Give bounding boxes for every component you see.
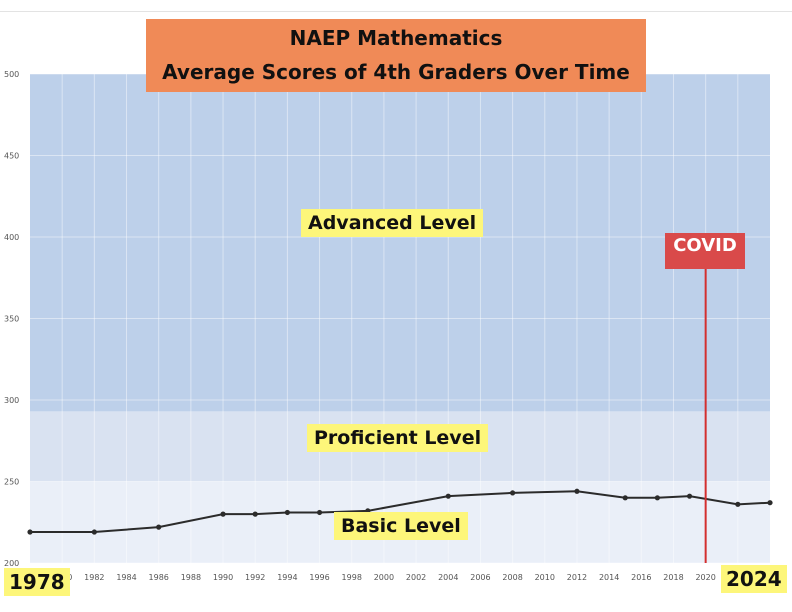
score-line (30, 490, 771, 534)
x-tick-label: 1982 (84, 573, 104, 582)
data-point (91, 529, 97, 535)
x-tick-label: 2006 (470, 573, 490, 582)
band-label-advanced: Advanced Level (301, 209, 484, 237)
covid-annotation-label: COVID (665, 233, 745, 269)
band-label-proficient: Proficient Level (307, 424, 489, 452)
data-point (622, 495, 628, 501)
data-point (654, 495, 660, 501)
x-tick-label: 2014 (599, 573, 619, 582)
x-tick-label: 2000 (374, 573, 394, 582)
x-tick-label: 2010 (535, 573, 555, 582)
data-point (316, 509, 323, 516)
data-point (220, 511, 226, 517)
y-tick-label: 400 (4, 233, 19, 242)
y-tick-label: 450 (4, 152, 19, 161)
y-tick-label: 350 (4, 315, 19, 324)
x-tick-label: 1994 (277, 573, 297, 582)
top-divider (0, 11, 792, 12)
band-advanced (30, 74, 770, 412)
x-tick-label: 2018 (663, 573, 683, 582)
x-tick-label: 1986 (149, 573, 169, 582)
y-tick-label: 500 (4, 70, 19, 79)
x-tick-label: 1984 (116, 573, 136, 582)
data-point (284, 509, 290, 516)
start-year-label: 1978 (4, 568, 70, 596)
x-tick-label: 2020 (695, 573, 715, 582)
data-point (686, 493, 693, 499)
data-point (27, 529, 33, 535)
x-tick-label: 2016 (631, 573, 651, 582)
chart-title-line-1: NAEP Mathematics (289, 26, 503, 50)
x-tick-label: 2008 (502, 573, 522, 582)
x-tick-label: 1988 (181, 573, 201, 582)
data-point (574, 488, 580, 494)
y-tick-label: 200 (4, 559, 19, 568)
x-tick-label: 2002 (406, 573, 426, 582)
x-tick-label: 2012 (567, 573, 587, 582)
band-label-basic: Basic Level (334, 512, 468, 540)
y-tick-label: 300 (4, 396, 19, 405)
x-tick-label: 2004 (438, 573, 458, 582)
chart-title: NAEP Mathematics Average Scores of 4th G… (146, 19, 646, 92)
x-tick-label: 1992 (245, 573, 265, 582)
data-point (252, 511, 258, 517)
data-point (510, 490, 516, 496)
data-point (156, 524, 162, 530)
x-tick-label: 1996 (309, 573, 329, 582)
chart-title-line-2: Average Scores of 4th Graders Over Time (162, 60, 630, 84)
data-point (735, 501, 741, 507)
x-tick-label: 1998 (342, 573, 362, 582)
data-point (445, 493, 451, 499)
y-tick-label: 250 (4, 478, 19, 487)
x-tick-label: 1990 (213, 573, 233, 582)
data-point (767, 500, 773, 506)
end-year-label: 2024 (721, 565, 787, 593)
